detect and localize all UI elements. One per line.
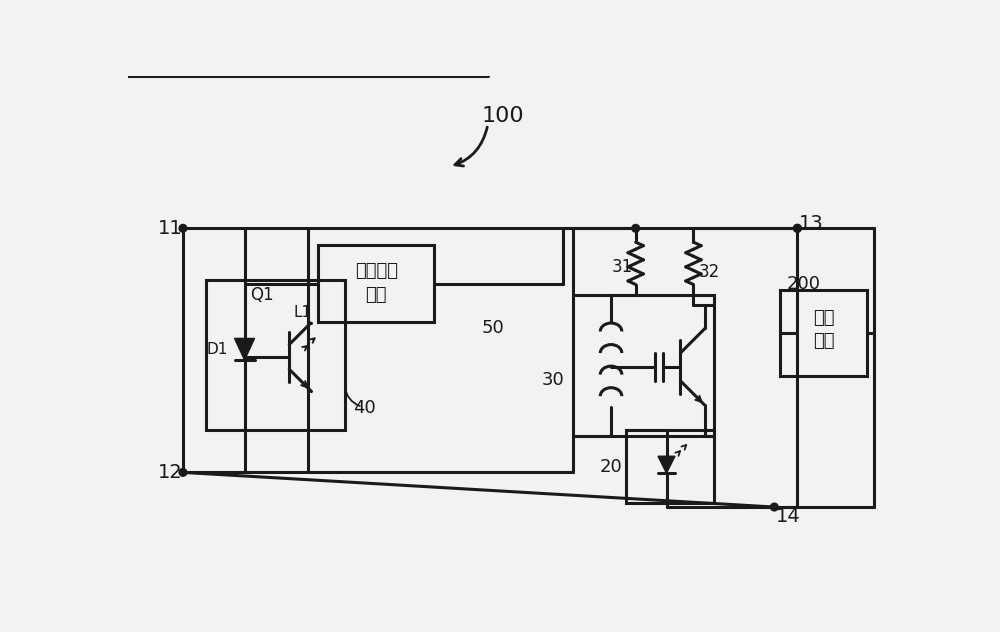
Circle shape	[794, 224, 801, 232]
Circle shape	[179, 224, 187, 232]
Text: L1: L1	[294, 305, 312, 320]
Text: Q1: Q1	[250, 286, 274, 304]
Bar	[573, 295, 714, 436]
Text: 外部: 外部	[813, 308, 834, 327]
Text: 电源: 电源	[813, 332, 834, 349]
Bar	[206, 280, 345, 430]
Text: 40: 40	[353, 399, 376, 418]
Text: 13: 13	[799, 214, 824, 233]
Text: D1: D1	[206, 342, 228, 356]
Text: 电路: 电路	[365, 286, 387, 304]
Circle shape	[794, 224, 801, 232]
Bar	[318, 245, 434, 322]
Text: 200: 200	[787, 275, 821, 293]
Text: 14: 14	[776, 507, 801, 526]
Text: 50: 50	[482, 319, 505, 337]
Circle shape	[179, 468, 187, 477]
Bar	[626, 430, 714, 503]
Polygon shape	[235, 338, 255, 360]
Text: 12: 12	[157, 463, 182, 482]
Text: 内部功能: 内部功能	[355, 262, 398, 279]
Bar	[780, 290, 867, 376]
Text: 11: 11	[157, 219, 182, 238]
Text: 100: 100	[482, 106, 525, 126]
Text: 31: 31	[612, 258, 633, 276]
Text: 20: 20	[600, 458, 622, 476]
Text: 30: 30	[542, 371, 565, 389]
Circle shape	[632, 224, 640, 232]
Circle shape	[770, 503, 778, 511]
Polygon shape	[658, 456, 675, 473]
Text: 32: 32	[698, 263, 719, 281]
